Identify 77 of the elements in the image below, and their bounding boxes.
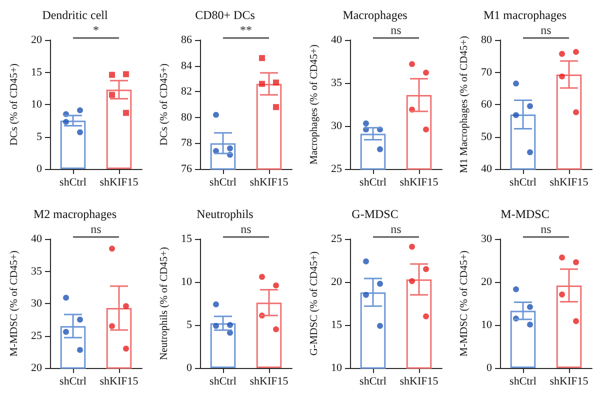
text: ns [540, 222, 552, 236]
y-tick-label: 30 [481, 233, 492, 245]
y-tick-label: 20 [331, 276, 342, 288]
y-tick-label: 70 [481, 66, 492, 78]
chart-title: Dendritic cell [42, 8, 108, 22]
y-tick-label: 0 [486, 362, 492, 374]
y-tick-label: 78 [181, 137, 192, 150]
y-axis-title: G-MDSC (% of CD45+) [309, 250, 320, 356]
y-tick-label: 50 [481, 130, 492, 143]
y-tick-label: 25 [331, 163, 342, 175]
y-tick-label: 76 [181, 163, 192, 175]
y-tick-label: 10 [331, 362, 342, 374]
x-tick-label: shCtrl [210, 376, 236, 388]
y-tick-label: 15 [31, 66, 42, 78]
y-tick-label: 35 [331, 77, 342, 89]
y-tick-label: 80 [181, 111, 192, 124]
x-tick-label: shCtrl [60, 176, 86, 188]
x-tick-label: shKIF15 [550, 176, 589, 188]
y-tick-label: 25 [31, 330, 42, 342]
chart-title: M-MDSC [500, 207, 550, 221]
y-tick-label: 0 [186, 362, 192, 374]
y-tick-label: 10 [481, 319, 492, 331]
y-tick-label: 30 [331, 120, 342, 132]
y-axis-title: DCs (% of CD45+) [9, 62, 20, 146]
text: ns [90, 222, 102, 236]
y-axis-title: M-MDSC (% of CD45+) [9, 250, 20, 356]
y-tick-label: 30 [31, 298, 42, 310]
y-tick-label: 5 [36, 130, 42, 143]
y-tick-label: 20 [481, 276, 492, 288]
chart-title: Macrophages [342, 8, 408, 22]
x-tick-label: shKIF15 [400, 176, 439, 188]
y-tick-label: 10 [31, 98, 42, 110]
x-tick-label: shKIF15 [550, 376, 589, 388]
text: ns [540, 23, 552, 37]
text: ** [240, 23, 252, 37]
y-tick-label: 60 [481, 98, 492, 110]
chart-title: M2 macrophages [34, 207, 117, 221]
y-tick-label: 15 [181, 233, 192, 245]
text: * [93, 23, 99, 37]
chart-title: Neutrophils [196, 207, 254, 221]
y-tick-label: 25 [331, 233, 342, 245]
y-tick-label: 82 [181, 86, 192, 98]
y-axis-title: M1 Macrophages (% of CD45+) [459, 35, 470, 174]
y-axis-title: M-MDSC (% of CD45+) [459, 250, 470, 356]
y-tick-label: 86 [181, 34, 192, 46]
y-tick-label: 35 [31, 265, 42, 278]
chart-title: G-MDSC [352, 207, 398, 221]
text: ns [390, 23, 402, 37]
y-axis-title: Neutrophils (% of CD45+) [159, 246, 170, 360]
x-tick-label: shCtrl [510, 376, 536, 388]
text: ns [240, 222, 252, 236]
y-tick-label: 20 [31, 34, 42, 46]
x-tick-label: shCtrl [360, 176, 386, 188]
y-tick-label: 40 [331, 34, 342, 46]
y-tick-label: 10 [181, 276, 192, 288]
y-tick-label: 84 [181, 60, 192, 72]
x-tick-label: shCtrl [210, 176, 236, 188]
y-tick-label: 0 [36, 163, 42, 175]
x-tick-label: shKIF15 [250, 376, 289, 388]
y-tick-label: 40 [481, 163, 492, 175]
x-tick-label: shCtrl [360, 376, 386, 388]
y-axis-title: Macrophages (% of CD45+) [309, 44, 320, 164]
x-tick-label: shKIF15 [400, 376, 439, 388]
y-tick-label: 15 [331, 319, 342, 331]
chart-title: M1 macrophages [484, 8, 567, 22]
y-tick-label: 40 [31, 233, 42, 245]
x-tick-label: shKIF15 [250, 176, 289, 188]
y-tick-label: 5 [186, 319, 192, 331]
y-tick-label: 20 [31, 362, 42, 374]
y-tick-label: 80 [481, 34, 492, 46]
x-tick-label: shCtrl [510, 176, 536, 188]
x-tick-label: shKIF15 [100, 376, 139, 388]
x-tick-label: shCtrl [60, 376, 86, 388]
y-axis-title: DCs (% of CD45+) [159, 62, 170, 146]
x-tick-label: shKIF15 [100, 176, 139, 188]
text: ns [390, 222, 402, 236]
chart-title: CD80+ DCs [195, 8, 256, 22]
